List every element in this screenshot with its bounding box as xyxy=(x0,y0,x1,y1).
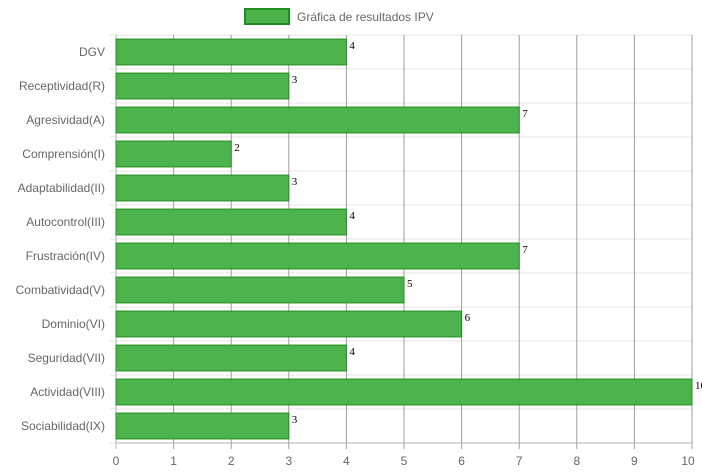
data-label: 3 xyxy=(292,176,298,188)
tick-labels: 0 1 2 3 4 5 6 7 8 9 10 xyxy=(113,454,695,468)
bar[interactable] xyxy=(115,140,232,168)
data-label: 4 xyxy=(349,346,355,358)
x-tick-label: 0 xyxy=(113,454,120,468)
bar[interactable] xyxy=(115,174,290,202)
data-label: 4 xyxy=(349,40,355,52)
legend-label: Gráfica de resultados IPV xyxy=(297,10,434,24)
bar[interactable] xyxy=(115,310,463,338)
bar[interactable] xyxy=(115,38,347,66)
bar[interactable] xyxy=(115,344,347,372)
bar[interactable] xyxy=(115,208,347,236)
x-tick-label: 3 xyxy=(285,454,292,468)
x-tick-label: 4 xyxy=(343,454,350,468)
data-labels: 4 3 7 2 3 4 7 5 6 4 10 3 xyxy=(234,40,702,426)
category-label: Agresividad(A) xyxy=(26,113,105,127)
category-labels: DGV Receptividad(R) Agresividad(A) Comprens… xyxy=(16,45,105,433)
bar[interactable] xyxy=(115,412,290,440)
data-label: 7 xyxy=(522,108,528,120)
data-label: 3 xyxy=(292,414,298,426)
data-label: 4 xyxy=(349,210,355,222)
x-tick-label: 6 xyxy=(458,454,465,468)
data-label: 5 xyxy=(407,278,413,290)
bar[interactable] xyxy=(115,378,693,406)
legend[interactable]: Gráfica de resultados IPV xyxy=(244,8,434,25)
bar[interactable] xyxy=(115,276,405,304)
data-label: 7 xyxy=(522,244,528,256)
category-label: Seguridad(VII) xyxy=(28,351,105,365)
x-tick-label: 1 xyxy=(170,454,177,468)
x-tick-label: 2 xyxy=(228,454,235,468)
bar[interactable] xyxy=(115,72,290,100)
x-tick-label: 7 xyxy=(516,454,523,468)
bars xyxy=(115,38,693,440)
category-label: Adaptabilidad(II) xyxy=(18,181,105,195)
data-label: 6 xyxy=(465,312,471,324)
category-label: Sociabilidad(IX) xyxy=(21,419,105,433)
category-label: Comprensión(I) xyxy=(22,147,105,161)
category-label: Frustración(IV) xyxy=(26,249,105,263)
category-label: Autocontrol(III) xyxy=(26,215,105,229)
data-label: 2 xyxy=(234,142,240,154)
x-tick-label: 5 xyxy=(401,454,408,468)
category-label: Dominio(VI) xyxy=(42,317,105,331)
data-label: 3 xyxy=(292,74,298,86)
x-tick-label: 8 xyxy=(573,454,580,468)
x-tick-label: 9 xyxy=(631,454,638,468)
bar[interactable] xyxy=(115,242,520,270)
x-tick-label: 10 xyxy=(681,454,695,468)
category-label: DGV xyxy=(79,45,105,59)
category-label: Actividad(VIII) xyxy=(30,385,105,399)
bar[interactable] xyxy=(115,106,520,134)
category-label: Receptividad(R) xyxy=(19,79,105,93)
data-label: 10 xyxy=(695,380,702,392)
category-label: Combatividad(V) xyxy=(16,283,105,297)
legend-swatch xyxy=(244,8,290,25)
